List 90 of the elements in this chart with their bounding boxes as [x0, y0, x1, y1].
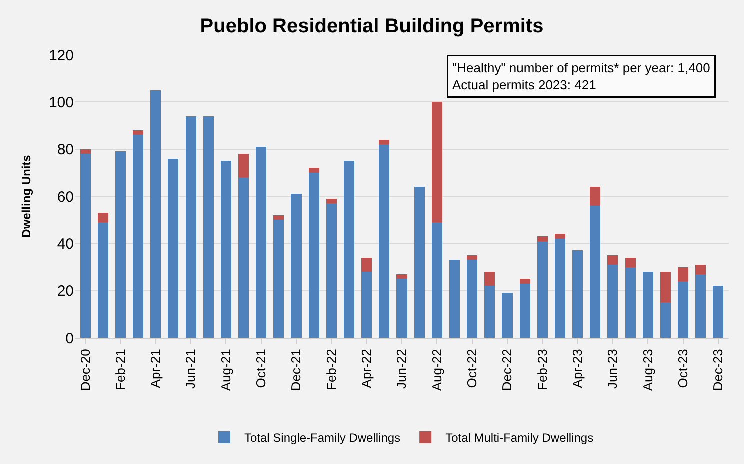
x-tick-label: Dec-21: [288, 349, 304, 392]
x-tick-label: Jun-22: [394, 349, 410, 389]
x-tick-label: Oct-23: [676, 349, 691, 388]
bar: [80, 149, 91, 154]
bar: [308, 172, 320, 338]
bar: [362, 272, 372, 338]
bar: [379, 144, 390, 338]
x-tick-label: Dec-22: [500, 349, 515, 392]
bar: [256, 146, 267, 338]
bar: [98, 222, 108, 338]
bar: [203, 116, 214, 338]
bar: [326, 198, 337, 204]
bar: [502, 293, 513, 338]
bar: [696, 264, 706, 274]
bar: [80, 154, 91, 338]
bar: [572, 250, 584, 338]
legend-label: Total Single-Family Dwellings: [244, 431, 401, 446]
bar: [554, 234, 566, 239]
bar: [520, 279, 530, 284]
x-tick-label: Feb-23: [534, 349, 550, 390]
bar: [238, 178, 250, 338]
y-axis-title: Dwelling Units: [19, 154, 34, 238]
bar: [150, 90, 162, 338]
x-tick-label: Feb-22: [324, 349, 339, 390]
bar: [133, 135, 144, 338]
bar: [537, 236, 548, 242]
bar: [554, 238, 566, 338]
legend-label: Total Multi-Family Dwellings: [446, 431, 594, 446]
y-tick-label: 100: [48, 94, 74, 112]
bar: [98, 213, 108, 222]
bar: [274, 215, 284, 220]
annotation: "Healthy" number of permits* per year: 1,400 Actual permits 2023: 421: [452, 60, 710, 92]
x-tick-label: Jun-23: [605, 349, 620, 389]
bar: [520, 284, 530, 338]
bar: [467, 255, 478, 260]
chart-title: Pueblo Residential Building Permits: [200, 16, 544, 38]
bar: [414, 187, 425, 338]
x-tick-label: Dec-20: [78, 349, 93, 392]
bar: [625, 267, 636, 338]
bar: [625, 258, 636, 268]
y-tick-label: 40: [57, 236, 74, 253]
bar: [432, 102, 442, 222]
bar: [274, 220, 284, 338]
bar: [467, 260, 478, 338]
bar: [396, 274, 408, 280]
y-tick-label: 0: [66, 330, 74, 348]
bar: [326, 204, 337, 338]
x-tick-label: Aug-23: [640, 349, 656, 392]
x-tick-label: Apr-22: [359, 349, 374, 388]
bar: [642, 272, 654, 338]
bar: [308, 168, 320, 173]
bar: [238, 154, 250, 178]
bar: [484, 286, 496, 338]
bar: [678, 267, 689, 282]
bar: [115, 152, 126, 338]
bar: [362, 258, 372, 272]
bar: [186, 116, 196, 338]
bar: [220, 161, 232, 338]
bar: [133, 130, 144, 136]
x-tick-label: Aug-22: [429, 349, 444, 392]
bar: [678, 281, 689, 338]
bar: [168, 158, 179, 338]
y-tick-label: 120: [48, 47, 74, 64]
bar: [696, 274, 706, 338]
bar: [590, 206, 601, 338]
bar: [713, 286, 724, 338]
bar: [660, 272, 671, 303]
bar: [590, 187, 601, 206]
x-tick-label: Feb-21: [112, 349, 128, 390]
bar: [291, 194, 302, 338]
x-tick-label: Oct-21: [254, 349, 269, 388]
bar: [608, 264, 618, 338]
bar: [537, 241, 548, 338]
bar: [484, 272, 496, 286]
x-tick-label: Dec-23: [710, 349, 726, 392]
bar: [432, 222, 442, 338]
x-tick-label: Jun-21: [183, 349, 198, 389]
bar: [660, 302, 671, 338]
x-tick-label: Aug-21: [218, 349, 234, 392]
y-tick-label: 80: [57, 142, 74, 159]
y-tick-label: 20: [57, 283, 74, 300]
x-tick-label: Oct-22: [464, 349, 480, 388]
bar: [379, 140, 390, 145]
bar: [608, 255, 618, 265]
bar: [344, 161, 355, 338]
y-tick-label: 60: [57, 188, 74, 206]
bar: [396, 279, 408, 338]
x-tick-label: Apr-21: [148, 349, 164, 388]
x-tick-label: Apr-23: [570, 349, 586, 388]
bar: [449, 260, 460, 338]
